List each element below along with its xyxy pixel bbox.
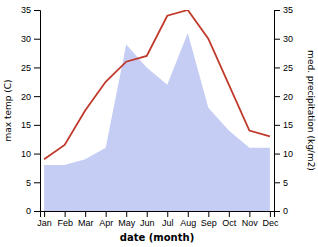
tick: 10	[21, 149, 40, 159]
tick: 25	[21, 63, 40, 73]
tick-mark	[274, 67, 280, 68]
tick-label: 0	[26, 206, 31, 216]
y2-axis-title: med. precipitation (kg/m2)	[306, 50, 316, 171]
tick-mark	[34, 39, 40, 40]
tick: Jul	[162, 211, 174, 228]
tick: 30	[21, 34, 40, 44]
tick-mark	[188, 211, 189, 217]
tick-label: 35	[283, 5, 293, 15]
tick-label: Oct	[222, 218, 237, 228]
tick-label: 15	[283, 120, 293, 130]
tick-label: 30	[21, 34, 31, 44]
tick-label: 5	[26, 178, 31, 188]
tick-mark	[34, 10, 40, 11]
tick: 5	[26, 178, 40, 188]
tick: Jan	[37, 211, 52, 228]
tick: May	[118, 211, 136, 228]
tick-mark	[249, 211, 250, 217]
tick-label: Sep	[201, 218, 217, 228]
tick-mark	[65, 211, 66, 217]
y-axis-title: max temp (C)	[3, 79, 13, 141]
tick-label: 5	[283, 178, 288, 188]
tick: 20	[274, 92, 293, 102]
line	[44, 10, 270, 159]
tick: 25	[274, 63, 293, 73]
axis-line	[275, 11, 281, 212]
tick-label: 10	[283, 149, 293, 159]
tick-mark	[34, 211, 40, 212]
tick-label: 35	[21, 5, 31, 15]
tick: Jun	[140, 211, 155, 228]
tick: Mar	[78, 211, 94, 228]
tick: Feb	[57, 211, 73, 228]
plot: Jan Feb Mar Apr May Jun Jul Aug Sep Oct NovDec 0 5 10…	[21, 5, 293, 228]
tick-mark	[270, 211, 271, 217]
tick-label: 0	[283, 206, 288, 216]
tick-mark	[229, 211, 230, 217]
tick-label: Apr	[99, 218, 113, 228]
tick: 20	[21, 92, 40, 102]
tick-mark	[34, 154, 40, 155]
tick-mark	[274, 10, 280, 11]
tick: 30	[274, 34, 293, 44]
tick-mark	[147, 211, 148, 217]
tick-label: 20	[283, 92, 293, 102]
tick-label: 25	[21, 63, 31, 73]
axis-line	[41, 212, 275, 218]
tick: Dec	[262, 211, 279, 228]
tick: 5	[274, 178, 288, 188]
tick-mark	[274, 211, 280, 212]
tick: Oct	[222, 211, 237, 228]
tick-mark	[167, 211, 168, 217]
x-axis: Jan Feb Mar Apr May Jun Jul Aug Sep Oct NovDec	[37, 211, 279, 228]
tick-mark	[106, 211, 107, 217]
tick: 15	[274, 120, 293, 130]
tick-label: Jun	[140, 218, 155, 228]
tick: 10	[274, 149, 293, 159]
tick-label: Dec	[262, 218, 279, 228]
tick-label: Mar	[78, 218, 94, 228]
tick: Nov	[242, 211, 259, 228]
tick: 35	[274, 5, 293, 15]
tick-mark	[208, 211, 209, 217]
tick-mark	[274, 182, 280, 183]
tick-mark	[34, 125, 40, 126]
tick-mark	[85, 211, 86, 217]
tick: 35	[21, 5, 40, 15]
tick-label: Jan	[37, 218, 52, 228]
tick-mark	[34, 67, 40, 68]
y-axis: 0 5 10 15 20 25 30 35	[21, 5, 41, 216]
y2-axis: 0 5 10 15 20 25 30 35	[274, 5, 293, 216]
tick-mark	[34, 96, 40, 97]
tick-label: 30	[283, 34, 293, 44]
tick-mark	[274, 125, 280, 126]
tick-label: Aug	[180, 218, 196, 228]
tick: Apr	[99, 211, 113, 228]
tick-mark	[34, 182, 40, 183]
tick-label: 20	[21, 92, 31, 102]
tick-label: 25	[283, 63, 293, 73]
tick-mark	[44, 211, 45, 217]
tick-mark	[274, 154, 280, 155]
tick-label: Jul	[162, 218, 174, 228]
tick-label: May	[118, 218, 136, 228]
tick-label: 15	[21, 120, 31, 130]
tick: 0	[274, 206, 288, 216]
tick: 15	[21, 120, 40, 130]
tick-mark	[126, 211, 127, 217]
tick-mark	[274, 96, 280, 97]
tick-label: Nov	[242, 218, 259, 228]
tick: Sep	[201, 211, 217, 228]
tick-label: Feb	[57, 218, 73, 228]
marks	[44, 10, 270, 211]
x-axis-title: date (month)	[120, 232, 194, 243]
tick-mark	[274, 39, 280, 40]
tick-label: 10	[21, 149, 31, 159]
chart: Jan Feb Mar Apr May Jun Jul Aug Sep Oct NovDec 0 5 10…	[0, 0, 318, 247]
tick: 0	[26, 206, 40, 216]
axis-line	[34, 11, 41, 212]
tick: Aug	[180, 211, 196, 228]
